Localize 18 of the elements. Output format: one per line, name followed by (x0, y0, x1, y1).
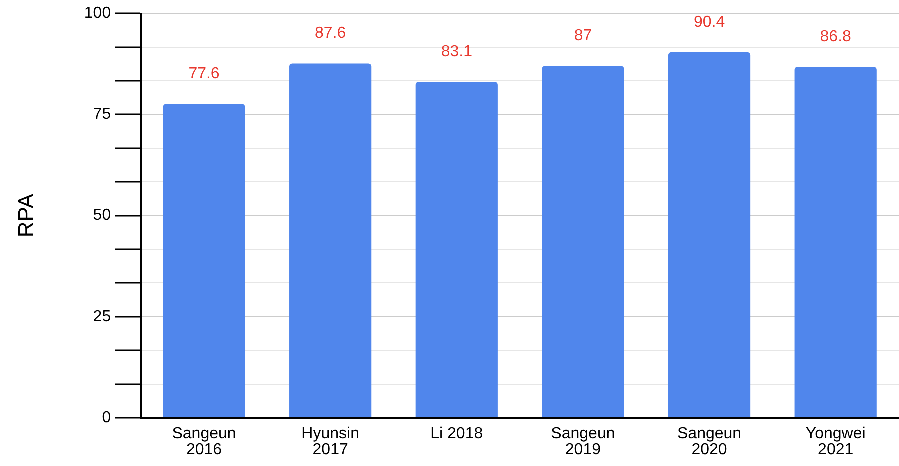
y-tick-label: 0 (102, 409, 112, 426)
y-tick-label: 75 (93, 106, 112, 124)
data-label: 87 (574, 28, 592, 45)
data-label: 83.1 (441, 43, 473, 60)
x-tick-label: Li 2018 (430, 425, 484, 442)
y-tick-label: 100 (84, 5, 112, 22)
x-tick-label: Sangeun 2016 (172, 425, 236, 458)
y-tick-label: 25 (93, 308, 112, 326)
x-tick-label: Hyunsin 2017 (302, 425, 360, 458)
data-label: 86.8 (820, 28, 852, 46)
x-tick-label: Yongwei 2021 (806, 425, 866, 458)
x-tick-label: Sangeun 2019 (551, 425, 616, 458)
y-tick-label: 50 (93, 207, 112, 224)
data-label: 87.6 (315, 25, 346, 42)
data-label: 90.4 (694, 14, 726, 31)
data-label: 77.6 (188, 66, 220, 83)
y-axis-title: RPA (13, 194, 38, 238)
x-tick-label: Sangeun 2020 (677, 425, 742, 458)
